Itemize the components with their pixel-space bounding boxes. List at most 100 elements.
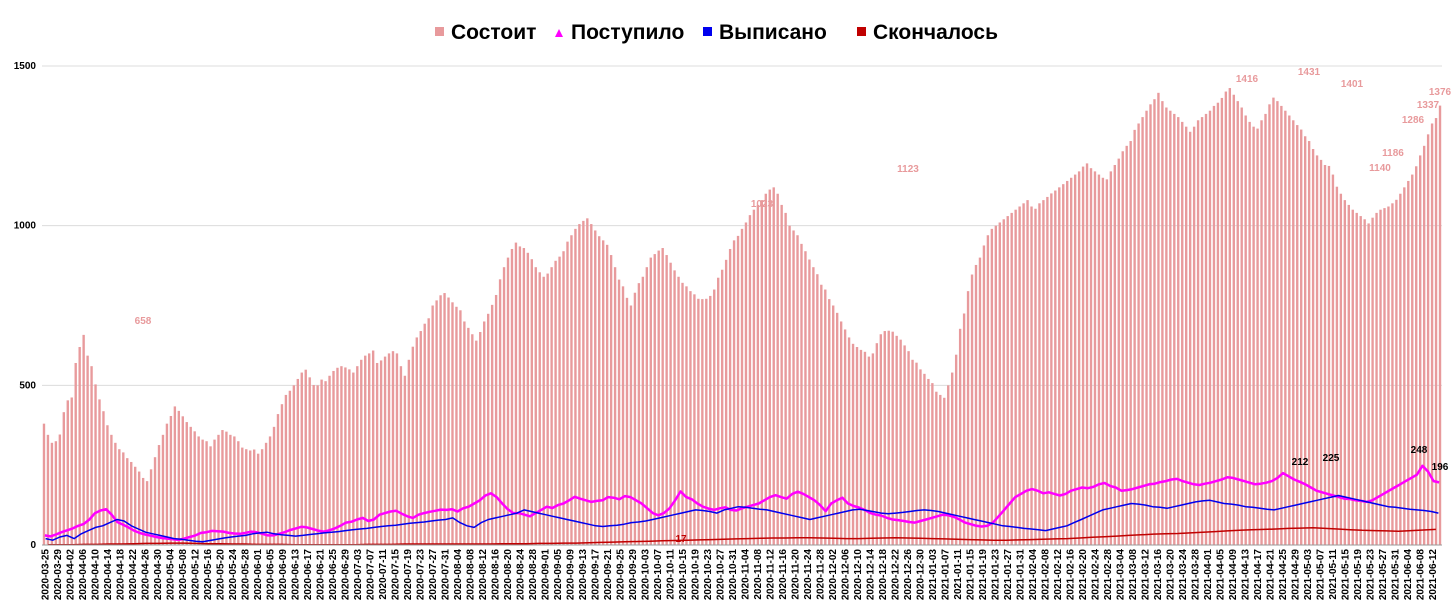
data-label-2: 1286 <box>1402 115 1425 126</box>
bar-12 <box>90 366 93 545</box>
x-tick-100: 2021-04-29 <box>1290 549 1301 601</box>
bar-307 <box>1260 120 1263 545</box>
bar-340 <box>1391 203 1394 545</box>
lines-layer <box>44 464 1440 546</box>
bar-170 <box>717 277 720 545</box>
bar-193 <box>808 259 811 545</box>
bar-290 <box>1192 126 1196 545</box>
x-tick-97: 2021-04-17 <box>1253 549 1264 601</box>
bar-134 <box>574 228 577 546</box>
bar-125 <box>538 272 541 545</box>
x-tick-107: 2021-05-27 <box>1378 549 1389 601</box>
bar-101 <box>443 293 446 545</box>
bar-114 <box>494 294 498 545</box>
bar-306 <box>1256 128 1259 545</box>
bar-305 <box>1252 126 1255 545</box>
y-tick-0: 0 <box>30 540 36 551</box>
bar-196 <box>820 284 823 545</box>
x-tick-11: 2020-05-08 <box>178 549 189 601</box>
bar-298 <box>1224 91 1228 546</box>
bar-89 <box>395 353 399 545</box>
x-tick-35: 2020-08-12 <box>478 549 489 601</box>
x-tick-6: 2020-04-18 <box>115 549 126 601</box>
bar-284 <box>1169 110 1172 545</box>
x-tick-77: 2021-01-27 <box>1003 549 1014 601</box>
x-tick-101: 2021-05-03 <box>1303 549 1314 601</box>
bar-317 <box>1300 129 1303 545</box>
bar-122 <box>526 252 530 545</box>
x-tick-79: 2021-02-04 <box>1028 549 1039 601</box>
bar-157 <box>665 255 668 545</box>
x-tick-39: 2020-08-28 <box>528 549 539 601</box>
bar-189 <box>792 230 795 545</box>
x-tick-82: 2021-02-16 <box>1065 549 1076 601</box>
bar-53 <box>252 449 256 545</box>
x-tick-94: 2021-04-05 <box>1215 549 1226 601</box>
bar-68 <box>312 385 315 545</box>
x-tick-99: 2021-04-25 <box>1278 549 1289 601</box>
bar-111 <box>483 321 486 545</box>
bar-139 <box>594 230 597 545</box>
bar-13 <box>94 384 97 545</box>
bar-80 <box>360 359 363 545</box>
bar-77 <box>348 369 351 545</box>
bar-206 <box>859 349 863 545</box>
bar-87 <box>387 353 391 545</box>
bar-72 <box>328 375 331 545</box>
bar-11 <box>86 355 89 545</box>
bar-57 <box>268 436 272 545</box>
bar-207 <box>863 351 867 545</box>
bar-132 <box>566 241 569 545</box>
bar-346 <box>1415 166 1418 545</box>
bar-50 <box>241 447 244 545</box>
x-tick-52: 2020-10-19 <box>690 549 701 601</box>
bar-224 <box>931 383 934 545</box>
x-tick-66: 2020-12-14 <box>865 549 876 601</box>
x-tick-20: 2020-06-13 <box>290 549 301 601</box>
x-tick-81: 2021-02-12 <box>1053 549 1064 601</box>
bar-73 <box>332 370 335 545</box>
bar-295 <box>1212 105 1216 546</box>
x-tick-29: 2020-07-19 <box>403 549 414 601</box>
x-tick-2: 2020-04-02 <box>65 549 76 601</box>
bar-213 <box>887 330 890 545</box>
bar-332 <box>1359 216 1362 545</box>
bar-324 <box>1327 165 1331 545</box>
bar-26 <box>145 481 149 545</box>
bar-67 <box>308 377 311 545</box>
bar-309 <box>1268 104 1271 545</box>
annotations: 1376 1337 1286 1186 1140 248 196 1431 1416 1401 22… <box>135 67 1452 545</box>
bar-22 <box>130 461 133 545</box>
bar-56 <box>264 442 268 545</box>
bar-331 <box>1355 212 1358 546</box>
x-tick-68: 2020-12-22 <box>890 549 901 601</box>
x-tick-93: 2021-04-01 <box>1203 549 1214 601</box>
bar-137 <box>586 218 589 545</box>
bar-55 <box>260 449 264 545</box>
x-tick-88: 2021-03-12 <box>1140 549 1151 601</box>
x-tick-53: 2020-10-23 <box>703 549 714 601</box>
x-tick-98: 2021-04-21 <box>1265 549 1276 601</box>
bar-124 <box>534 267 537 545</box>
x-tick-103: 2021-05-11 <box>1328 549 1339 600</box>
bar-222 <box>923 373 926 545</box>
bar-45 <box>221 430 224 545</box>
bar-330 <box>1351 209 1354 545</box>
bar-282 <box>1161 101 1164 546</box>
bar-33 <box>173 406 177 545</box>
bar-229 <box>951 372 954 545</box>
x-tick-30: 2020-07-23 <box>415 549 426 601</box>
series-line-1 <box>45 494 1439 543</box>
legend-label-0: Состоит <box>451 21 536 44</box>
x-tick-75: 2021-01-19 <box>978 549 989 601</box>
bar-63 <box>292 385 296 545</box>
bar-326 <box>1335 186 1339 545</box>
bar-240 <box>994 225 998 545</box>
x-tick-78: 2021-01-31 <box>1015 549 1026 601</box>
bar-130 <box>558 256 561 545</box>
bar-109 <box>475 340 478 545</box>
x-tick-65: 2020-12-10 <box>853 549 864 601</box>
x-tick-55: 2020-10-31 <box>728 549 739 601</box>
bar-112 <box>486 313 490 545</box>
x-tick-24: 2020-06-29 <box>340 549 351 601</box>
